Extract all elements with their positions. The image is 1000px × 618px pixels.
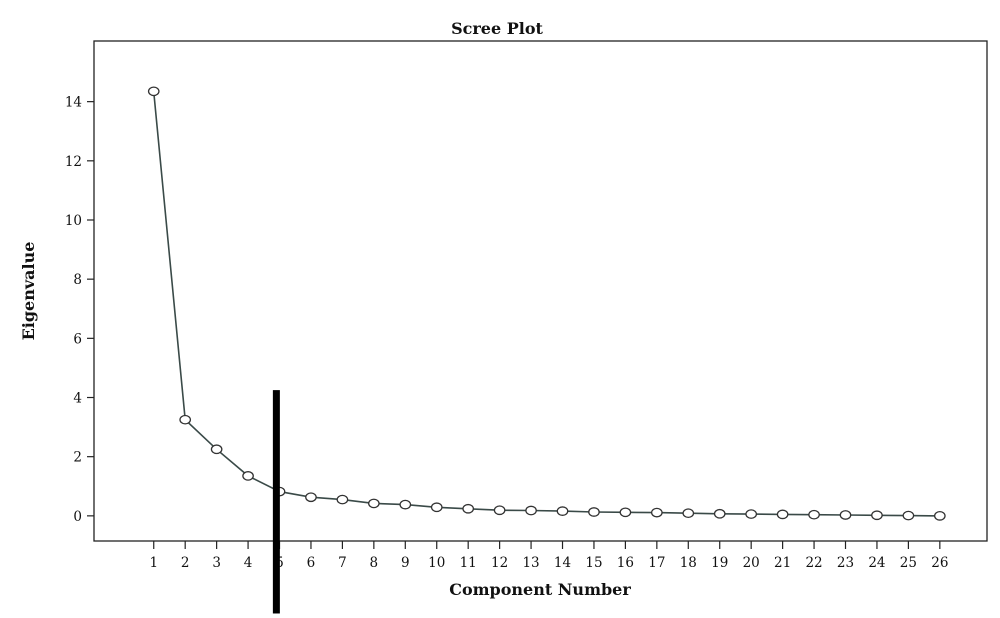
y-tick-label: 0 — [73, 509, 82, 525]
data-point-marker — [776, 509, 789, 520]
x-tick-label: 24 — [868, 555, 885, 571]
plot-area-frame — [93, 40, 988, 542]
x-tick-label: 11 — [460, 555, 477, 571]
data-point-marker — [336, 494, 349, 505]
data-point-marker — [650, 507, 663, 518]
x-tick-label: 13 — [522, 555, 539, 571]
data-point-marker — [713, 508, 726, 519]
x-tick-label: 17 — [648, 555, 665, 571]
data-point-marker — [839, 510, 852, 520]
y-tick-label: 2 — [73, 450, 82, 466]
data-point-marker — [430, 502, 443, 513]
data-point-marker — [619, 507, 632, 518]
x-tick-label: 26 — [931, 555, 948, 571]
data-point-marker — [179, 414, 192, 425]
chart-title: Scree Plot — [451, 19, 543, 38]
data-point-marker — [147, 86, 160, 97]
x-tick-label: 23 — [837, 555, 854, 571]
data-point-marker — [493, 505, 506, 516]
annotation-layer — [272, 390, 280, 614]
elbow-marker-bar — [272, 390, 280, 614]
x-tick-label: 19 — [711, 555, 728, 571]
y-tick-label: 4 — [73, 391, 82, 407]
data-point-marker — [588, 507, 600, 517]
data-point-marker — [525, 505, 537, 516]
x-tick-label: 20 — [743, 555, 760, 571]
x-tick-label: 22 — [805, 555, 822, 571]
data-point-marker — [682, 508, 695, 519]
data-point-marker — [242, 471, 254, 481]
data-point-marker — [367, 498, 380, 509]
x-tick-label: 18 — [680, 555, 697, 571]
data-point-marker — [210, 444, 223, 455]
y-tick-label: 10 — [65, 213, 82, 229]
y-tick-label: 12 — [65, 154, 82, 170]
x-tick-label: 10 — [428, 555, 445, 571]
x-tick-label: 2 — [181, 555, 190, 571]
x-tick-label: 7 — [338, 555, 347, 571]
x-tick-label: 14 — [554, 555, 571, 571]
x-tick-label: 4 — [244, 555, 253, 571]
data-point-marker — [871, 510, 883, 521]
data-point-marker — [808, 509, 820, 520]
x-axis: 1234567891011121314151617181920212223242… — [149, 541, 948, 571]
data-point-marker — [933, 511, 946, 521]
data-point-marker — [399, 499, 412, 510]
x-tick-label: 6 — [307, 555, 316, 571]
y-tick-label: 14 — [65, 95, 82, 111]
series-line — [152, 91, 940, 517]
x-tick-label: 21 — [774, 555, 791, 571]
y-tick-label: 6 — [73, 331, 82, 347]
x-tick-label: 9 — [401, 555, 410, 571]
y-axis-label: Eigenvalue — [19, 242, 38, 341]
data-point-marker — [745, 509, 758, 519]
y-tick-label: 8 — [73, 272, 82, 288]
x-tick-label: 3 — [212, 555, 221, 571]
series-eigenvalue — [147, 86, 946, 521]
x-tick-label: 16 — [617, 555, 634, 571]
data-point-marker — [902, 510, 915, 521]
x-tick-label: 1 — [149, 555, 158, 571]
data-point-marker — [305, 492, 317, 503]
data-point-marker — [556, 506, 569, 516]
x-tick-label: 12 — [491, 555, 508, 571]
x-tick-label: 15 — [585, 555, 602, 571]
x-axis-label: Component Number — [449, 580, 631, 599]
y-axis: 0 2 4 6 8 10 12 14 — [65, 95, 94, 525]
x-tick-label: 8 — [370, 555, 379, 571]
x-tick-label: 25 — [900, 555, 917, 571]
data-point-marker — [462, 503, 475, 514]
